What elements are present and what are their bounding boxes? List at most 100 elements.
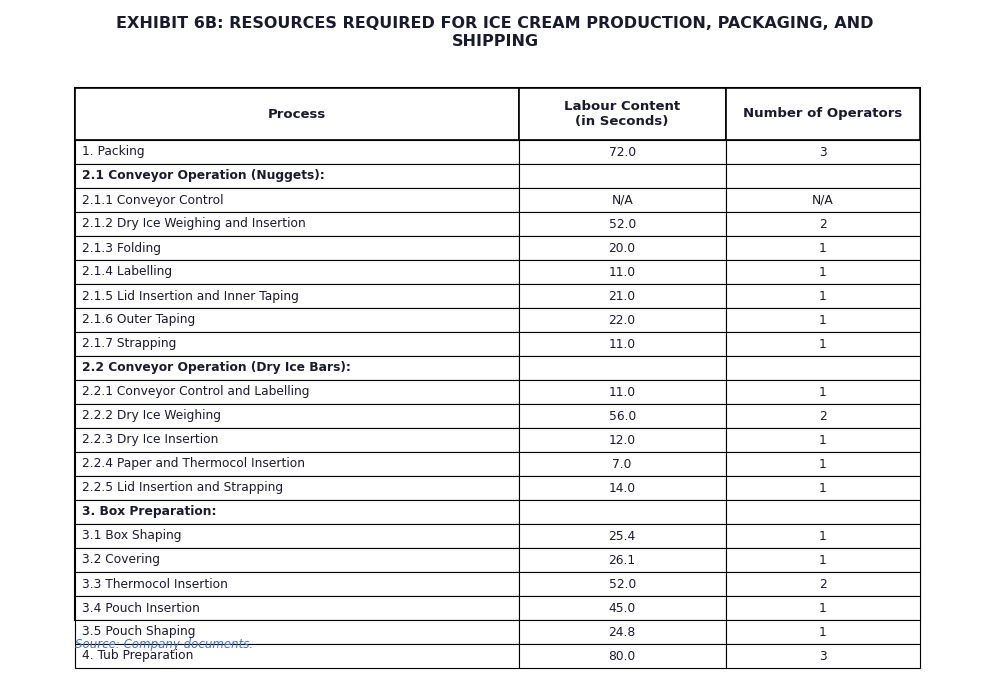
Text: 2.1.4 Labelling: 2.1.4 Labelling (82, 266, 172, 279)
Text: 1: 1 (819, 553, 827, 567)
Bar (75, 404, 519, 428)
Text: 2.2.4 Paper and Thermocol Insertion: 2.2.4 Paper and Thermocol Insertion (82, 458, 305, 471)
Text: 20.0: 20.0 (609, 241, 636, 254)
Text: 2.2 Conveyor Operation (Dry Ice Bars):: 2.2 Conveyor Operation (Dry Ice Bars): (82, 361, 350, 374)
Text: 1: 1 (819, 266, 827, 279)
Text: 1: 1 (819, 290, 827, 302)
Bar (75, 212, 519, 236)
Bar (75, 236, 519, 260)
Text: Source: Company documents.: Source: Company documents. (75, 638, 253, 651)
Text: 3: 3 (819, 650, 827, 662)
Bar (75, 88, 519, 140)
Text: 52.0: 52.0 (609, 578, 636, 591)
Text: 1: 1 (819, 601, 827, 614)
Bar (726, 308, 920, 332)
Bar (519, 380, 726, 404)
Bar (726, 548, 920, 572)
Bar (75, 356, 519, 380)
Bar (726, 404, 920, 428)
Bar (726, 380, 920, 404)
Bar (726, 88, 920, 140)
Text: 2.1.2 Dry Ice Weighing and Insertion: 2.1.2 Dry Ice Weighing and Insertion (82, 218, 306, 231)
Text: EXHIBIT 6B: RESOURCES REQUIRED FOR ICE CREAM PRODUCTION, PACKAGING, AND
SHIPPING: EXHIBIT 6B: RESOURCES REQUIRED FOR ICE C… (116, 16, 874, 49)
Bar (726, 524, 920, 548)
Bar (75, 524, 519, 548)
Bar (519, 236, 726, 260)
Text: 21.0: 21.0 (609, 290, 636, 302)
Text: 22.0: 22.0 (609, 313, 636, 327)
Text: 11.0: 11.0 (609, 386, 636, 399)
Text: 2.1 Conveyor Operation (Nuggets):: 2.1 Conveyor Operation (Nuggets): (82, 170, 325, 182)
Bar (519, 88, 726, 140)
Bar (75, 620, 519, 644)
Bar (75, 140, 519, 164)
Text: 52.0: 52.0 (609, 218, 636, 231)
Bar (75, 164, 519, 188)
Text: 80.0: 80.0 (609, 650, 636, 662)
Text: 72.0: 72.0 (609, 146, 636, 159)
Text: 45.0: 45.0 (609, 601, 636, 614)
Text: 1: 1 (819, 241, 827, 254)
Text: 2.2.2 Dry Ice Weighing: 2.2.2 Dry Ice Weighing (82, 410, 221, 422)
Text: Labour Content
(in Seconds): Labour Content (in Seconds) (564, 100, 680, 128)
Text: 7.0: 7.0 (613, 458, 632, 471)
Bar (726, 572, 920, 596)
Bar (726, 476, 920, 500)
Bar (726, 332, 920, 356)
Bar (519, 572, 726, 596)
Bar (75, 452, 519, 476)
Bar (726, 596, 920, 620)
Bar (519, 644, 726, 668)
Text: 12.0: 12.0 (609, 433, 636, 447)
Bar (519, 188, 726, 212)
Bar (726, 644, 920, 668)
Text: 14.0: 14.0 (609, 481, 636, 494)
Bar (519, 596, 726, 620)
Text: 11.0: 11.0 (609, 266, 636, 279)
Text: 3.5 Pouch Shaping: 3.5 Pouch Shaping (82, 626, 195, 639)
Bar (726, 236, 920, 260)
Bar (519, 140, 726, 164)
Bar (75, 260, 519, 284)
Bar (75, 308, 519, 332)
Bar (75, 284, 519, 308)
Bar (726, 356, 920, 380)
Bar (726, 428, 920, 452)
Text: 2: 2 (819, 410, 827, 422)
Text: Process: Process (267, 108, 326, 121)
Bar (75, 88, 920, 620)
Text: 26.1: 26.1 (609, 553, 636, 567)
Text: 2: 2 (819, 578, 827, 591)
Bar (726, 260, 920, 284)
Text: 1: 1 (819, 313, 827, 327)
Bar (519, 620, 726, 644)
Bar (519, 428, 726, 452)
Bar (519, 404, 726, 428)
Bar (726, 164, 920, 188)
Bar (519, 164, 726, 188)
Text: 2.2.3 Dry Ice Insertion: 2.2.3 Dry Ice Insertion (82, 433, 219, 447)
Text: 2.1.1 Conveyor Control: 2.1.1 Conveyor Control (82, 193, 224, 207)
Text: 25.4: 25.4 (609, 530, 636, 542)
Text: 1: 1 (819, 386, 827, 399)
Text: 11.0: 11.0 (609, 338, 636, 351)
Text: 2.1.3 Folding: 2.1.3 Folding (82, 241, 161, 254)
Bar (75, 332, 519, 356)
Bar (519, 284, 726, 308)
Text: N/A: N/A (812, 193, 834, 207)
Bar (75, 644, 519, 668)
Bar (75, 596, 519, 620)
Bar (726, 212, 920, 236)
Text: N/A: N/A (611, 193, 633, 207)
Bar (75, 548, 519, 572)
Text: 24.8: 24.8 (609, 626, 636, 639)
Text: 1: 1 (819, 338, 827, 351)
Bar (519, 332, 726, 356)
Bar (519, 500, 726, 524)
Bar (726, 188, 920, 212)
Bar (75, 428, 519, 452)
Text: 1: 1 (819, 530, 827, 542)
Bar (75, 500, 519, 524)
Bar (75, 188, 519, 212)
Text: 1: 1 (819, 626, 827, 639)
